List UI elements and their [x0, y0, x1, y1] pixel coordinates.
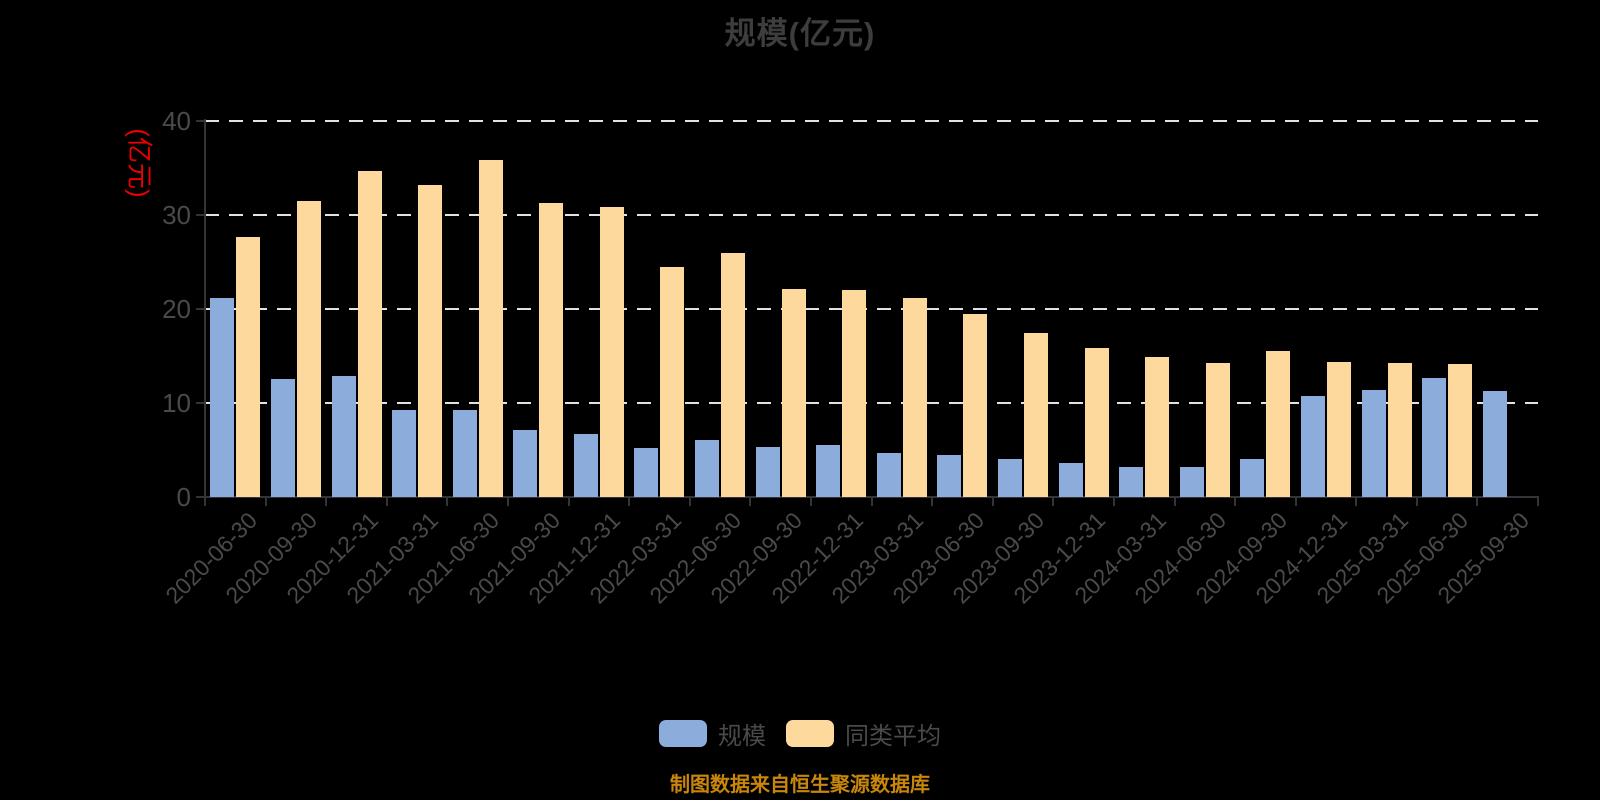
x-tick-21	[1476, 497, 1479, 506]
y-tick-30	[196, 213, 205, 216]
bar-scale-2025-03-31[interactable]	[1361, 389, 1386, 497]
bar-average-2022-03-31[interactable]	[660, 267, 685, 497]
y-axis-line	[204, 118, 206, 498]
bar-scale-2024-12-31[interactable]	[1300, 396, 1325, 497]
x-tick-19	[1355, 497, 1358, 506]
bar-average-2023-09-30[interactable]	[1024, 333, 1048, 497]
bar-scale-2021-09-30[interactable]	[513, 430, 538, 497]
x-tick-3	[385, 497, 388, 506]
bar-scale-2022-06-30[interactable]	[695, 439, 719, 497]
x-tick-2	[325, 497, 328, 506]
bar-average-2023-03-31[interactable]	[902, 298, 927, 497]
gridline-y-30	[205, 213, 1538, 216]
bar-average-2023-12-31[interactable]	[1084, 348, 1109, 497]
bar-average-2022-09-30[interactable]	[781, 289, 806, 497]
legend-swatch-scale	[659, 720, 707, 747]
bar-average-2022-12-31[interactable]	[842, 289, 867, 497]
legend: 规模 同类平均	[0, 716, 1600, 751]
x-tick-12	[931, 497, 934, 506]
bar-average-2025-06-30[interactable]	[1448, 364, 1473, 497]
legend-swatch-average	[786, 720, 834, 747]
y-tick-label-0: 0	[176, 482, 191, 512]
x-tick-14	[1052, 497, 1055, 506]
bar-average-2024-12-31[interactable]	[1326, 362, 1351, 497]
y-tick-20	[196, 307, 205, 310]
bar-average-2024-06-30[interactable]	[1205, 363, 1230, 497]
y-tick-label-20: 20	[162, 293, 191, 324]
y-tick-label-10: 10	[162, 387, 191, 418]
bar-scale-2023-06-30[interactable]	[937, 454, 962, 497]
bar-scale-2022-12-31[interactable]	[816, 445, 841, 497]
chart-title: 规模(亿元)	[724, 16, 876, 51]
bar-average-2021-03-31[interactable]	[418, 184, 443, 497]
bar-scale-2024-09-30[interactable]	[1240, 459, 1265, 497]
bar-scale-2022-03-31[interactable]	[634, 448, 659, 497]
gridline-y-40	[205, 119, 1538, 122]
x-tick-11	[870, 497, 873, 506]
y-tick-label-30: 30	[162, 199, 191, 230]
bar-scale-2023-12-31[interactable]	[1058, 463, 1083, 497]
bar-average-2022-06-30[interactable]	[721, 253, 745, 497]
bar-scale-2023-09-30[interactable]	[998, 459, 1022, 497]
x-tick-4	[446, 497, 449, 506]
bar-scale-2024-06-30[interactable]	[1179, 466, 1204, 497]
legend-item-average[interactable]: 同类平均	[786, 716, 941, 751]
legend-label-average: 同类平均	[845, 723, 941, 750]
y-tick-label-40: 40	[162, 105, 191, 136]
bar-scale-2022-09-30[interactable]	[755, 447, 780, 497]
x-tick-16	[1173, 497, 1176, 506]
bar-average-2025-03-31[interactable]	[1387, 363, 1412, 497]
x-tick-13	[991, 497, 994, 506]
y-tick-0	[196, 496, 205, 498]
bar-average-2024-03-31[interactable]	[1145, 356, 1170, 497]
x-tick-9	[749, 497, 752, 506]
bar-average-2023-06-30[interactable]	[963, 314, 988, 497]
x-tick-1	[264, 497, 267, 506]
y-axis-name: (亿元)	[124, 128, 155, 198]
bar-average-2024-09-30[interactable]	[1266, 351, 1291, 497]
y-tick-40	[196, 119, 205, 122]
bar-scale-2021-03-31[interactable]	[392, 409, 417, 497]
bar-average-2021-09-30[interactable]	[539, 203, 564, 497]
x-tick-7	[628, 497, 631, 506]
x-tick-10	[809, 497, 812, 506]
bar-average-2020-12-31[interactable]	[357, 171, 382, 497]
bar-scale-2021-12-31[interactable]	[573, 433, 598, 497]
bar-scale-2020-06-30[interactable]	[210, 297, 235, 497]
bar-scale-2025-09-30[interactable]	[1482, 390, 1507, 497]
bar-scale-2023-03-31[interactable]	[876, 452, 901, 497]
x-tick-6	[567, 497, 570, 506]
bar-average-2020-09-30[interactable]	[296, 201, 321, 497]
x-tick-22	[1537, 497, 1539, 506]
bar-scale-2025-06-30[interactable]	[1422, 377, 1447, 497]
x-tick-0	[204, 497, 206, 506]
data-source-note: 制图数据来自恒生聚源数据库	[670, 774, 930, 796]
legend-item-scale[interactable]: 规模	[659, 716, 766, 751]
x-tick-20	[1415, 497, 1418, 506]
legend-label-scale: 规模	[718, 723, 766, 750]
bar-average-2020-06-30[interactable]	[236, 237, 261, 497]
bar-scale-2020-09-30[interactable]	[270, 379, 295, 497]
x-tick-5	[507, 497, 509, 506]
x-tick-15	[1112, 497, 1115, 506]
bar-scale-2020-12-31[interactable]	[331, 375, 356, 497]
bar-average-2021-12-31[interactable]	[599, 207, 624, 497]
x-tick-18	[1294, 497, 1297, 506]
bar-average-2021-06-30[interactable]	[478, 160, 503, 497]
x-tick-8	[688, 497, 691, 506]
y-tick-10	[196, 401, 205, 404]
gridline-y-20	[205, 307, 1538, 310]
bar-scale-2024-03-31[interactable]	[1119, 466, 1144, 497]
bar-scale-2021-06-30[interactable]	[452, 410, 477, 497]
gridline-y-10	[205, 401, 1538, 404]
x-tick-17	[1234, 497, 1236, 506]
